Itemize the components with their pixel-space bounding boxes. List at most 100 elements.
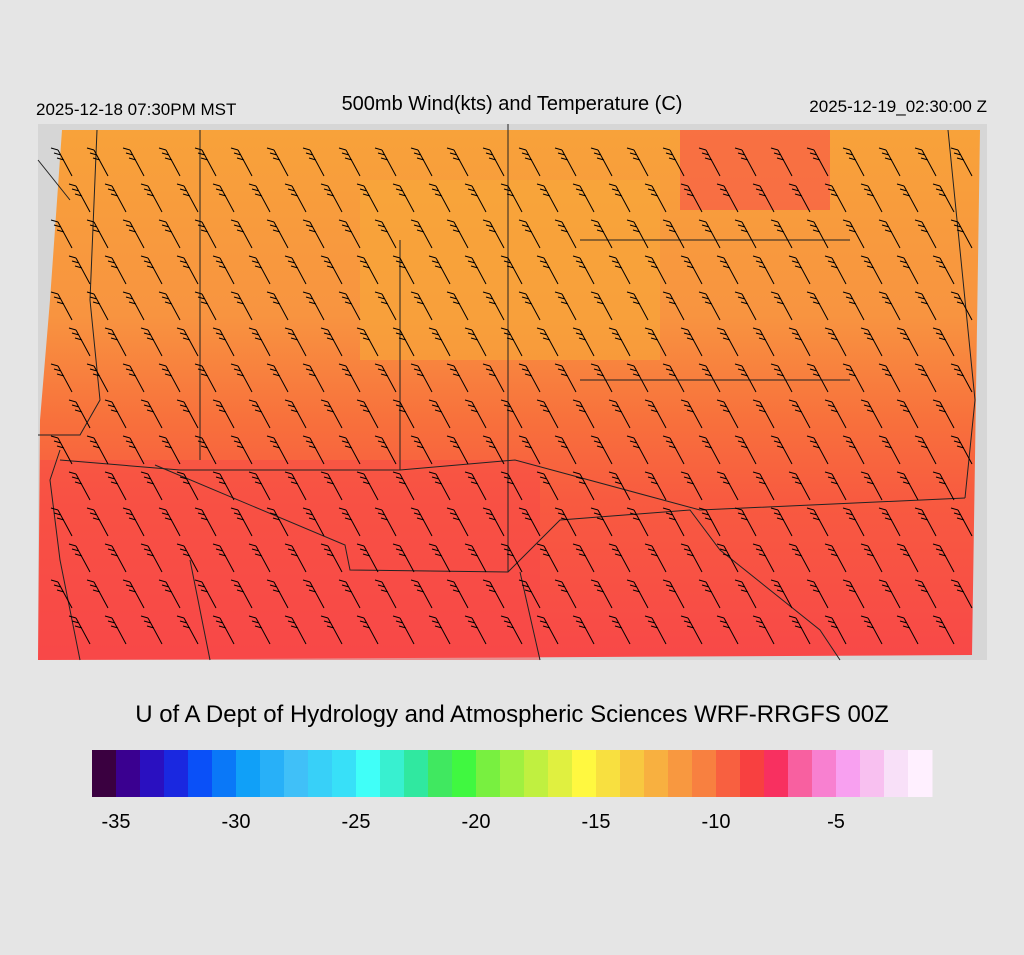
wind-barb — [122, 435, 145, 465]
wind-barb — [176, 327, 199, 357]
wind-barb — [194, 147, 217, 177]
wind-barb — [896, 255, 919, 285]
borders — [37, 124, 976, 661]
wind-barb — [482, 507, 505, 537]
wind-barb — [284, 471, 307, 501]
colorbar-swatch — [692, 750, 717, 797]
wind-barb — [104, 471, 127, 501]
wind-barb — [392, 399, 415, 429]
wind-barb — [86, 435, 109, 465]
wind-barb — [932, 471, 955, 501]
colorbar-swatch — [428, 750, 453, 797]
wind-barb — [698, 507, 721, 537]
wind-barb — [590, 219, 613, 249]
cold-patch — [680, 130, 830, 210]
wind-barb — [518, 147, 541, 177]
wind-barb — [554, 579, 577, 609]
wind-barb — [806, 579, 829, 609]
wind-barb — [464, 255, 487, 285]
wind-barb — [500, 543, 523, 573]
wind-barb — [716, 471, 739, 501]
wind-barb — [176, 471, 199, 501]
wind-barb — [68, 471, 91, 501]
colorbar-swatch — [884, 750, 909, 797]
wind-barb — [302, 363, 325, 393]
wind-barb — [752, 327, 775, 357]
wind-barb — [860, 615, 883, 645]
wind-barb — [104, 183, 127, 213]
wind-barb — [338, 363, 361, 393]
wind-barb — [428, 183, 451, 213]
wind-barb — [806, 219, 829, 249]
wind-barb — [338, 219, 361, 249]
wind-barb — [266, 291, 289, 321]
wind-barb — [158, 507, 181, 537]
wind-barb — [770, 435, 793, 465]
wind-barb — [716, 327, 739, 357]
colorbar-swatch — [668, 750, 693, 797]
wind-barb — [752, 255, 775, 285]
wind-barb — [518, 435, 541, 465]
colorbar-tick-label: -25 — [342, 811, 371, 833]
wind-barb — [194, 219, 217, 249]
wind-barb — [644, 183, 667, 213]
wind-barb — [896, 543, 919, 573]
wind-barb — [356, 399, 379, 429]
wind-barb — [680, 471, 703, 501]
wind-barb — [320, 471, 343, 501]
wind-barb — [338, 579, 361, 609]
wind-barb — [320, 327, 343, 357]
wind-barb — [320, 183, 343, 213]
colorbar-swatch — [788, 750, 813, 797]
colorbar-swatch — [596, 750, 621, 797]
wind-barb — [320, 255, 343, 285]
colorbar-swatch — [620, 750, 645, 797]
wind-barb — [950, 435, 973, 465]
wind-barb — [266, 363, 289, 393]
wind-barb — [428, 543, 451, 573]
wind-barb — [266, 507, 289, 537]
wind-barb — [770, 363, 793, 393]
wind-barb — [122, 219, 145, 249]
wind-barb — [842, 219, 865, 249]
wind-barb — [356, 255, 379, 285]
wind-barb — [176, 615, 199, 645]
wind-barb — [950, 147, 973, 177]
wind-barb — [230, 291, 253, 321]
wind-barb — [428, 255, 451, 285]
wind-barb — [428, 399, 451, 429]
wind-barb — [536, 471, 559, 501]
valid-time: 2025-12-19_02:30:00 Z — [809, 97, 987, 116]
wind-barb — [392, 183, 415, 213]
wind-barb — [590, 579, 613, 609]
wind-barb — [752, 471, 775, 501]
colorbar: -35 -30 -25 -20 -15 -10 -5 — [92, 750, 933, 833]
wind-barb — [608, 327, 631, 357]
wind-barb — [698, 219, 721, 249]
colorbar-swatch — [500, 750, 525, 797]
wind-barb — [68, 615, 91, 645]
wind-barb — [644, 255, 667, 285]
wind-barb — [338, 507, 361, 537]
wind-barb — [410, 363, 433, 393]
wind-barb — [788, 471, 811, 501]
wind-barb — [284, 183, 307, 213]
wind-barb — [212, 543, 235, 573]
colorbar-swatch — [356, 750, 381, 797]
wind-barb — [500, 471, 523, 501]
wind-barb — [212, 183, 235, 213]
wind-barb — [464, 399, 487, 429]
wind-barb — [608, 543, 631, 573]
wind-barb — [374, 579, 397, 609]
wind-barb — [950, 219, 973, 249]
wind-barb — [248, 183, 271, 213]
wind-barb — [554, 363, 577, 393]
wind-barb — [158, 579, 181, 609]
wind-barb — [248, 543, 271, 573]
wind-barb — [554, 507, 577, 537]
wind-barb — [950, 579, 973, 609]
wind-barb — [734, 291, 757, 321]
wind-barb — [626, 363, 649, 393]
wind-barb — [464, 543, 487, 573]
wind-barb — [464, 615, 487, 645]
